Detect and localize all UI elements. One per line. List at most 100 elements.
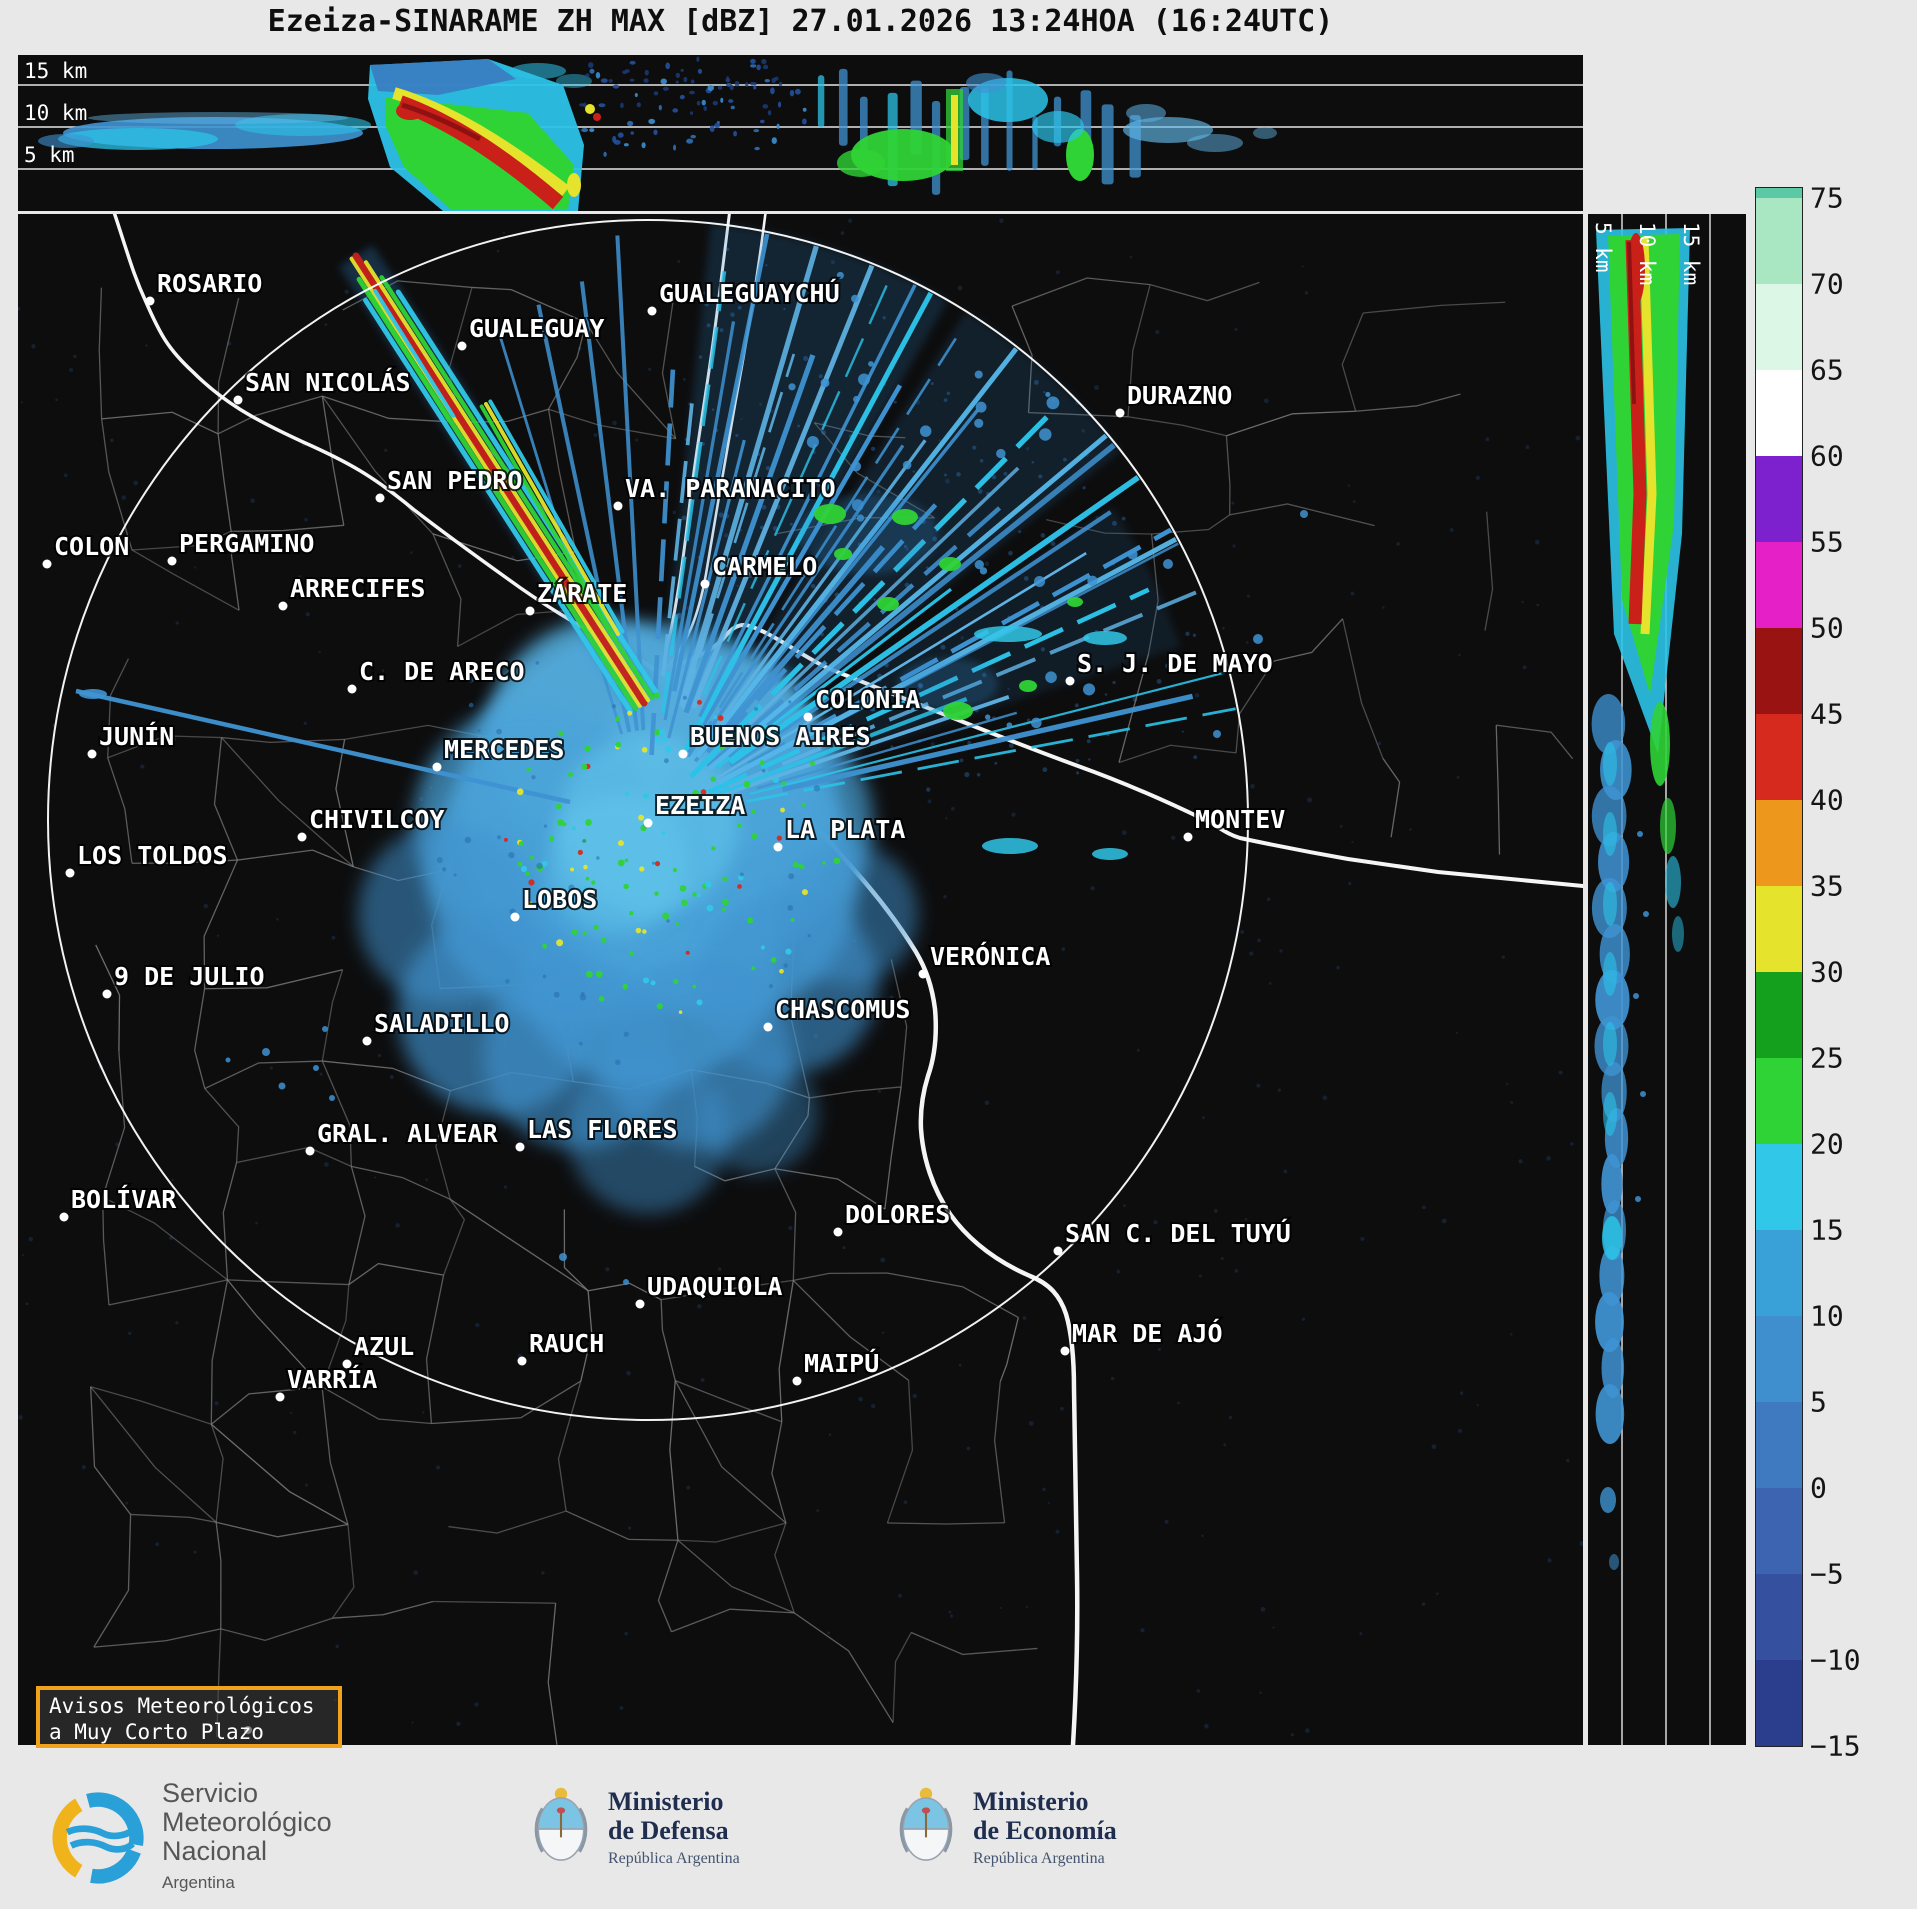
radar-echo xyxy=(776,123,780,129)
clutter-dot xyxy=(1304,291,1309,295)
clutter-dot xyxy=(1157,1348,1161,1352)
city-dot xyxy=(233,395,243,405)
clutter-dot xyxy=(827,1631,831,1635)
radar-echo xyxy=(1633,993,1639,999)
county-border xyxy=(108,1279,228,1306)
clutter-dot xyxy=(1409,828,1412,831)
clutter-dot xyxy=(1422,1205,1426,1210)
warning-box[interactable]: Avisos Meteorológicos a Muy Corto Plazo xyxy=(36,1686,342,1748)
colorbar-tick-label: 25 xyxy=(1810,1041,1844,1075)
smn-country: Argentina xyxy=(162,1873,235,1892)
radar-echo xyxy=(754,146,760,151)
clutter-dot xyxy=(957,285,963,291)
echo-dot xyxy=(974,560,984,570)
clutter-dot xyxy=(1435,1592,1439,1596)
clutter-dot xyxy=(1213,1208,1218,1213)
echo-dot xyxy=(1039,428,1052,441)
county-border xyxy=(1363,301,1506,314)
city-dot xyxy=(278,601,288,611)
echo-dot xyxy=(225,1057,231,1063)
city-dot xyxy=(457,341,467,351)
clutter-dot xyxy=(381,669,385,672)
clutter-dot xyxy=(1301,265,1304,268)
echo-streak xyxy=(352,252,648,707)
colorbar-segment xyxy=(1756,1316,1802,1402)
county-border xyxy=(216,1628,222,1737)
city-label: MONTEV xyxy=(1195,805,1285,834)
echo-speckle xyxy=(520,865,528,873)
echo-speckle xyxy=(801,889,808,896)
clutter-dot xyxy=(133,480,139,486)
clutter-dot xyxy=(635,438,639,442)
clutter-dot xyxy=(1055,270,1060,275)
county-border xyxy=(890,959,908,1088)
echo-speckle xyxy=(624,791,630,797)
clutter-dot xyxy=(1268,982,1272,985)
echo-speckle xyxy=(676,612,683,619)
clutter-dot xyxy=(1018,530,1022,534)
radar-echo xyxy=(1126,104,1166,122)
smn-line1: Servicio xyxy=(162,1778,259,1808)
radar-echo xyxy=(1625,239,1647,625)
clutter-dot xyxy=(1260,1606,1266,1612)
clutter-dot xyxy=(1093,385,1099,391)
radar-echo xyxy=(943,702,973,720)
echo-speckle xyxy=(617,840,624,847)
city-label: ARRECIFES xyxy=(290,574,425,603)
radar-echo xyxy=(801,118,807,125)
echo-speckle xyxy=(692,790,700,797)
clutter-dot xyxy=(1082,486,1086,490)
city-label: MAR DE AJÓ xyxy=(1072,1318,1223,1348)
clutter-dot xyxy=(1155,329,1160,334)
clutter-dot xyxy=(1476,1404,1479,1407)
echo-speckle xyxy=(661,736,668,743)
echo-speckle xyxy=(541,860,548,867)
radar-echo xyxy=(1665,856,1681,908)
clutter-dot xyxy=(1153,1220,1158,1225)
county-border xyxy=(1355,393,1461,412)
right-height-label: 5 km xyxy=(1591,222,1615,273)
echo-dot xyxy=(1045,391,1051,398)
county-border xyxy=(547,1603,558,1745)
radar-echo xyxy=(1635,1196,1641,1202)
echo-speckle xyxy=(517,861,523,867)
clutter-dot xyxy=(1348,881,1352,886)
echo-speckle xyxy=(615,741,622,748)
county-border xyxy=(102,1196,228,1281)
radar-echo xyxy=(798,494,938,574)
echo-speckle xyxy=(579,994,587,1001)
colorbar-tick-label: 60 xyxy=(1810,439,1844,473)
radar-echo xyxy=(579,103,585,107)
echo-speckle xyxy=(614,1059,621,1066)
clutter-dot xyxy=(1459,1391,1464,1395)
clutter-dot xyxy=(1201,1534,1204,1537)
radar-echo xyxy=(629,60,636,65)
clutter-dot xyxy=(1008,550,1013,556)
colorbar-segment xyxy=(1756,800,1802,886)
clutter-dot xyxy=(1525,445,1530,450)
county-border xyxy=(204,1088,240,1163)
clutter-dot xyxy=(1061,947,1066,952)
county-border xyxy=(671,1608,795,1633)
warning-line2: a Muy Corto Plazo xyxy=(49,1720,264,1744)
clutter-dot xyxy=(1359,1632,1363,1636)
echo-speckle xyxy=(801,802,806,807)
county-border xyxy=(321,1284,350,1388)
clutter-dot xyxy=(593,433,598,437)
clutter-dot xyxy=(700,1378,705,1382)
echo-streak xyxy=(373,288,456,418)
echo-speckle xyxy=(711,846,716,851)
county-border xyxy=(131,530,232,551)
clutter-dot xyxy=(1305,1728,1310,1733)
river-path xyxy=(111,207,645,664)
page-title: Ezeiza-SINARAME ZH MAX [dBZ] 27.01.2026 … xyxy=(267,4,1334,39)
county-border xyxy=(1127,416,1227,437)
radar-echo xyxy=(585,73,590,78)
right-height-label: 10 km xyxy=(1635,222,1659,286)
echo-ray xyxy=(698,284,917,718)
radar-echo xyxy=(701,99,706,106)
radar-echo xyxy=(653,91,659,96)
county-border xyxy=(93,1514,132,1648)
echo-speckle xyxy=(780,807,785,813)
